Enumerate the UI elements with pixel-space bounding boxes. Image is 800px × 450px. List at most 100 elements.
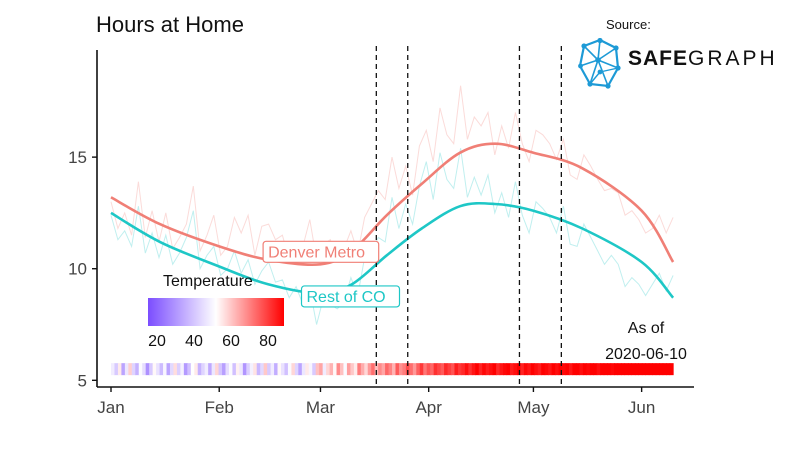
- temperature-cell: [117, 363, 123, 376]
- temperature-cell: [471, 363, 476, 376]
- temperature-cell: [454, 363, 459, 376]
- x-tick-label: May: [517, 398, 550, 417]
- temperature-cell: [256, 363, 261, 376]
- chart-title: Hours at Home: [96, 12, 244, 37]
- temperature-cell: [416, 363, 421, 376]
- temperature-cell: [485, 363, 490, 376]
- temperature-cell: [530, 363, 535, 376]
- temperature-cell: [423, 363, 428, 376]
- temperature-cell: [412, 363, 417, 376]
- temperature-cell: [433, 363, 438, 376]
- temperature-cell: [291, 363, 296, 376]
- temperature-cell: [610, 363, 615, 376]
- temperature-cell: [235, 363, 240, 376]
- temperature-cell: [194, 363, 199, 376]
- temperature-cell: [246, 363, 251, 376]
- temperature-cell: [537, 363, 542, 376]
- temperature-cell: [468, 363, 473, 376]
- brand-bold: SAFE: [628, 47, 689, 70]
- temperature-cell: [378, 363, 383, 376]
- temperature-cell: [572, 363, 577, 376]
- temperature-cell: [128, 363, 133, 376]
- legend-tick: 40: [185, 333, 203, 350]
- legend-tick: 80: [259, 333, 277, 350]
- temperature-cell: [478, 363, 483, 376]
- temperature-cell: [173, 363, 178, 376]
- temperature-cell: [461, 363, 466, 376]
- y-tick-label: 15: [68, 148, 87, 167]
- temperature-cell: [131, 363, 136, 376]
- temperature-cell: [492, 363, 497, 376]
- temperature-cell: [228, 363, 234, 376]
- temperature-cell: [641, 363, 646, 376]
- series-label-box: [262, 240, 380, 263]
- temperature-cell: [218, 363, 223, 376]
- series-labels: Denver Metro Rest of CO: [262, 240, 401, 308]
- temperature-cell: [263, 363, 268, 376]
- temperature-cell: [568, 363, 574, 376]
- temperature-cell: [541, 363, 546, 376]
- series-label: Rest of CO: [306, 289, 385, 306]
- temperature-cell: [339, 363, 345, 376]
- temperature-cell: [329, 363, 334, 376]
- temperature-cell: [426, 363, 431, 376]
- series-line: [110, 142, 675, 266]
- brand-wordmark: SAFEGRAPH: [628, 47, 778, 71]
- temperature-cell: [562, 363, 567, 376]
- temperature-cell: [357, 363, 362, 376]
- temperature-cell: [419, 363, 424, 376]
- x-tick-label: Mar: [306, 398, 336, 417]
- temperature-cell: [579, 363, 584, 376]
- temperature-cell: [336, 363, 341, 376]
- legend-tick: 20: [148, 333, 166, 350]
- temperature-cell: [197, 363, 202, 376]
- temperature-cell: [333, 363, 338, 376]
- temperature-cell: [253, 363, 258, 376]
- legend-tick: 60: [222, 333, 240, 350]
- temperature-cell: [371, 363, 376, 376]
- as-of-note: As of 2020-06-10: [576, 316, 716, 368]
- temperature-cell: [662, 363, 667, 376]
- temperature-cell: [208, 363, 213, 376]
- temperature-cell: [277, 363, 282, 376]
- temperature-cell: [232, 363, 237, 376]
- temperature-cell: [169, 363, 175, 376]
- temperature-cell: [201, 363, 206, 376]
- reference-lines: [375, 46, 562, 385]
- temperature-cell: [301, 363, 306, 376]
- temperature-strip: [111, 363, 674, 376]
- temperature-cell: [548, 363, 553, 376]
- safegraph-logo: SAFEGRAPH: [578, 38, 793, 90]
- temperature-cell: [326, 363, 331, 376]
- temperature-cell: [475, 363, 480, 376]
- temperature-cell: [176, 363, 181, 376]
- axes: 5 10 15 Jan Feb Mar Apr May Jun: [68, 50, 694, 417]
- temperature-cell: [666, 363, 671, 376]
- temperature-cell: [388, 363, 393, 376]
- x-tick-label: Jan: [97, 398, 124, 417]
- temperature-cell: [499, 363, 504, 376]
- temperature-cell: [319, 363, 324, 376]
- temperature-cell: [298, 363, 303, 376]
- temperature-cell: [267, 363, 272, 376]
- temperature-cell: [211, 363, 216, 376]
- temperature-cell: [124, 363, 129, 376]
- temperature-cell: [215, 363, 220, 376]
- temperature-cell: [575, 363, 580, 376]
- temperature-cell: [614, 363, 619, 376]
- temperature-cell: [593, 363, 598, 376]
- temperature-cell: [430, 363, 435, 376]
- temperature-cell: [225, 363, 230, 376]
- x-tick-label: Feb: [205, 398, 234, 417]
- temperature-cell: [558, 363, 563, 376]
- temperature-cell: [631, 363, 636, 376]
- temperature-cell: [482, 363, 487, 376]
- legend-ticks: 20 40 60 80: [140, 333, 300, 353]
- temperature-cell: [503, 363, 508, 376]
- temperature-cell: [374, 363, 379, 376]
- temperature-cell: [281, 363, 286, 376]
- series-line: [110, 201, 675, 299]
- temperature-cell: [607, 363, 612, 376]
- temperature-cell: [145, 363, 150, 376]
- x-tick-label: Jun: [628, 398, 655, 417]
